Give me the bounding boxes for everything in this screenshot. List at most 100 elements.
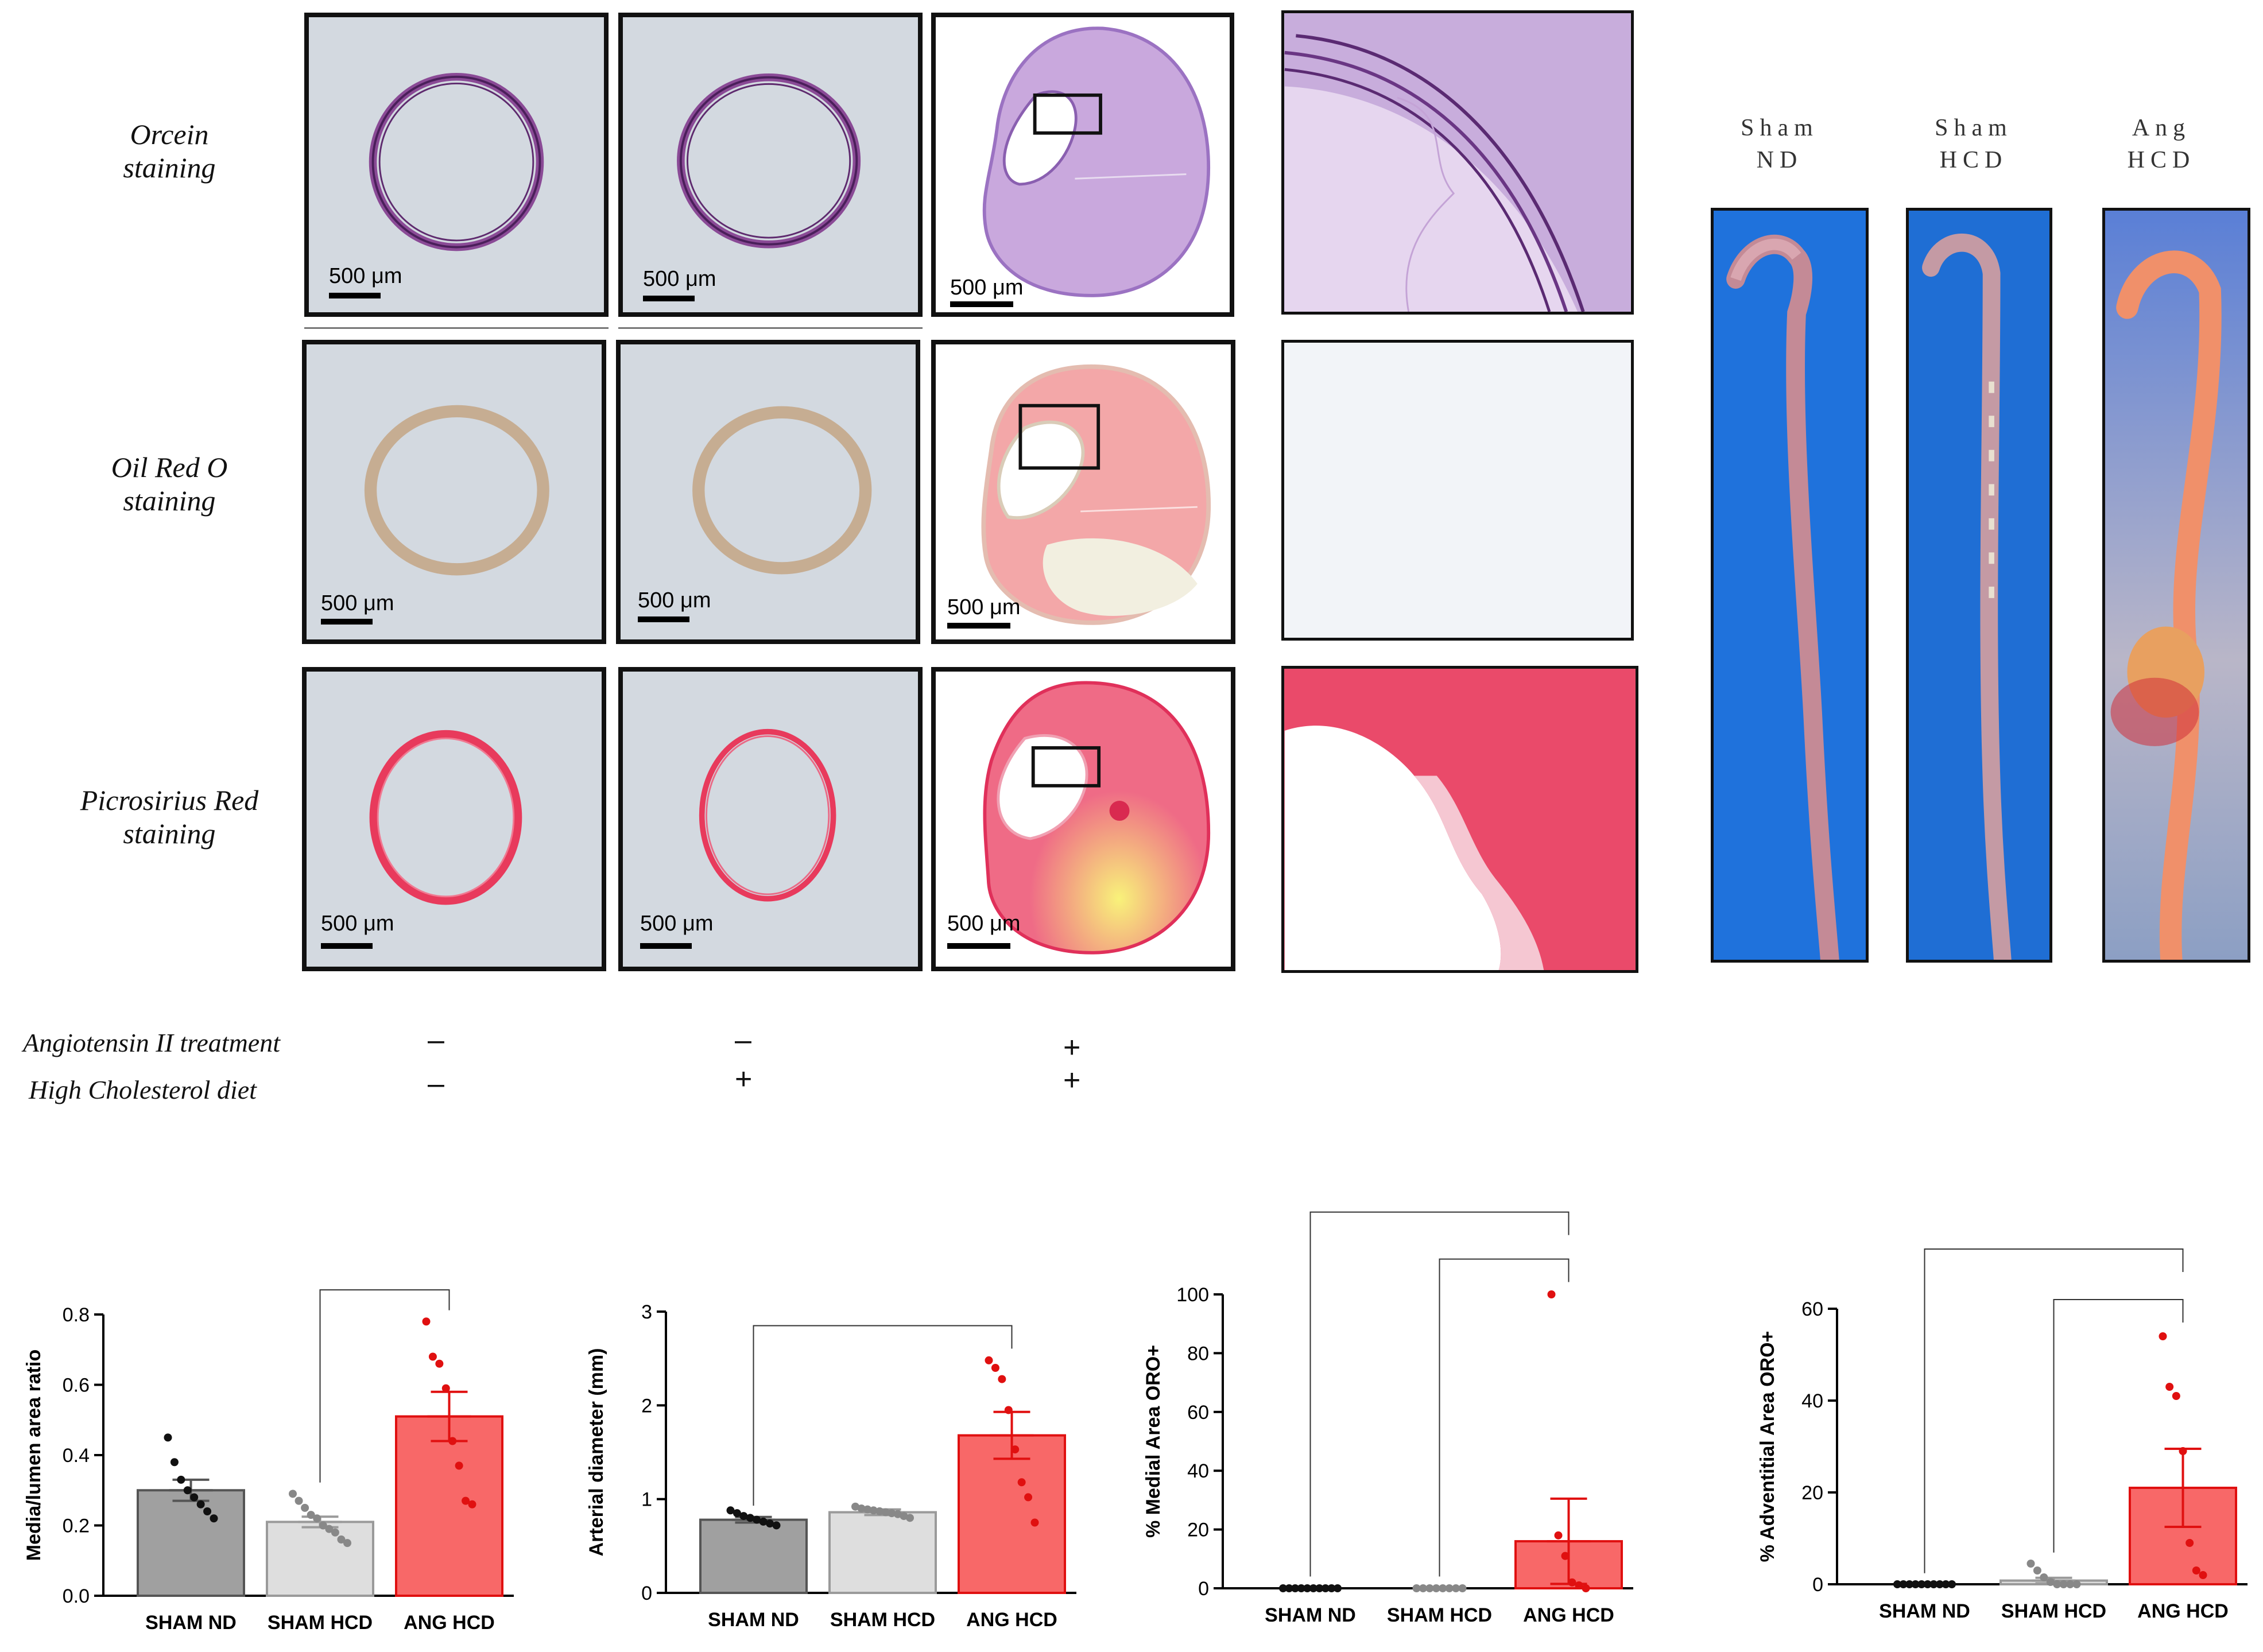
data-point bbox=[2165, 1383, 2174, 1391]
data-point bbox=[448, 1437, 457, 1445]
scale-bar bbox=[329, 293, 381, 298]
panel-orcein-zoom bbox=[1281, 10, 1634, 315]
data-point bbox=[1303, 1584, 1312, 1592]
data-point bbox=[753, 1515, 761, 1524]
cholesterol-sign: – bbox=[428, 1067, 444, 1100]
data-point bbox=[726, 1506, 735, 1515]
data-point bbox=[888, 1509, 896, 1518]
aorta-label-ang-hcd: Ang HCD bbox=[2104, 112, 2219, 176]
data-point bbox=[441, 1384, 450, 1393]
x-tick-label: SHAM HCD bbox=[1387, 1604, 1492, 1626]
y-tick-label: 1 bbox=[641, 1489, 652, 1511]
data-point bbox=[1452, 1584, 1460, 1592]
data-point bbox=[1030, 1518, 1039, 1527]
y-tick-label: 0.2 bbox=[63, 1515, 90, 1537]
panel-picro-ang-hcd: 500 μm bbox=[931, 667, 1235, 971]
oilred-aneurysm-image bbox=[981, 364, 1211, 625]
orcein-aneurysm-image bbox=[982, 26, 1211, 297]
data-point bbox=[337, 1535, 346, 1544]
aorta-label-line1: Sham bbox=[1935, 115, 2013, 141]
row-label-line2: staining bbox=[123, 152, 216, 184]
data-point bbox=[900, 1512, 908, 1521]
y-tick-label: 40 bbox=[1187, 1460, 1209, 1482]
significance-bracket bbox=[319, 1289, 450, 1483]
data-point bbox=[2046, 1578, 2055, 1586]
data-point bbox=[1582, 1584, 1590, 1592]
x-tick-label: ANG HCD bbox=[2137, 1600, 2229, 1622]
row-label-line1: Picrosirius Red bbox=[80, 784, 259, 816]
data-point bbox=[733, 1509, 741, 1518]
x-tick-label: ANG HCD bbox=[966, 1609, 1057, 1631]
data-point bbox=[766, 1519, 774, 1528]
y-axis-label: % Adventitial Area ORO+ bbox=[1757, 1331, 1778, 1562]
data-point bbox=[2059, 1580, 2068, 1588]
row-label-line2: staining bbox=[123, 484, 216, 517]
data-point bbox=[301, 1503, 309, 1512]
scale-bar bbox=[321, 619, 373, 625]
chart-medial-oro: 0 20 40 60 80 100 % Medial Area ORO+ SHAM ND SHA… bbox=[1142, 1211, 1633, 1626]
data-point bbox=[1561, 1552, 1570, 1560]
data-point bbox=[1942, 1580, 1950, 1588]
data-point bbox=[893, 1510, 902, 1518]
x-tick-label: ANG HCD bbox=[404, 1612, 495, 1634]
data-point bbox=[1321, 1584, 1330, 1592]
x-tick-label: SHAM ND bbox=[145, 1612, 237, 1634]
data-point bbox=[1297, 1584, 1305, 1592]
y-axis-label: Arterial diameter (mm) bbox=[586, 1348, 607, 1557]
panel-oilred-sham-hcd: 500 μm bbox=[616, 340, 920, 644]
data-point bbox=[203, 1507, 212, 1515]
aorta-label-line2: HCD bbox=[2127, 147, 2196, 173]
y-tick-label: 0 bbox=[1812, 1574, 1823, 1596]
aorta-label-sham-hcd: Sham HCD bbox=[1916, 112, 2031, 176]
data-point bbox=[1024, 1493, 1033, 1502]
picro-ring-image bbox=[369, 730, 522, 905]
data-point bbox=[1575, 1581, 1583, 1589]
data-point bbox=[435, 1359, 444, 1368]
x-tick-label: ANG HCD bbox=[1523, 1604, 1614, 1626]
data-point bbox=[1285, 1584, 1293, 1592]
aorta-image bbox=[2105, 211, 2248, 960]
oilred-ring-image bbox=[364, 405, 549, 576]
aorta-photo-sham-nd bbox=[1711, 208, 1869, 963]
data-point bbox=[190, 1493, 199, 1502]
data-point bbox=[869, 1506, 878, 1515]
data-point bbox=[906, 1514, 914, 1522]
panel-picro-sham-nd: 500 μm bbox=[302, 667, 606, 971]
angiotensin-label: Angiotensin II treatment bbox=[23, 1028, 280, 1057]
data-point bbox=[1899, 1580, 1908, 1588]
data-point bbox=[1568, 1578, 1576, 1587]
data-point bbox=[331, 1528, 339, 1537]
data-point bbox=[881, 1508, 890, 1517]
angiotensin-sign: – bbox=[428, 1023, 444, 1057]
data-point bbox=[210, 1514, 218, 1523]
cholesterol-sign: + bbox=[735, 1062, 753, 1096]
y-tick-label: 40 bbox=[1801, 1390, 1823, 1412]
scale-label: 500 μm bbox=[321, 591, 394, 615]
x-tick-label: SHAM HCD bbox=[830, 1609, 935, 1631]
data-point bbox=[1554, 1531, 1563, 1539]
significance-bracket bbox=[1439, 1258, 1570, 1577]
data-point bbox=[759, 1517, 768, 1526]
data-point bbox=[1327, 1584, 1336, 1592]
bar bbox=[828, 1511, 937, 1594]
data-point bbox=[1445, 1584, 1454, 1592]
significance-bracket bbox=[1309, 1211, 1570, 1577]
data-point bbox=[1315, 1584, 1324, 1592]
data-point bbox=[177, 1475, 185, 1484]
data-point bbox=[2033, 1566, 2041, 1575]
divider-line bbox=[618, 327, 923, 329]
data-point bbox=[1432, 1584, 1440, 1592]
data-point bbox=[1948, 1580, 1956, 1588]
data-point bbox=[739, 1512, 748, 1521]
data-point bbox=[851, 1502, 859, 1511]
bar bbox=[958, 1434, 1066, 1594]
data-point bbox=[772, 1521, 781, 1530]
y-tick-label: 0.4 bbox=[63, 1445, 90, 1467]
divider-line bbox=[304, 327, 609, 329]
panel-picro-zoom bbox=[1281, 666, 1638, 973]
data-point bbox=[325, 1525, 334, 1533]
data-point bbox=[1917, 1580, 1926, 1588]
bar bbox=[137, 1489, 245, 1597]
cholesterol-label: High Cholesterol diet bbox=[29, 1075, 257, 1104]
row-label-orcein: Orcein staining bbox=[83, 118, 255, 184]
